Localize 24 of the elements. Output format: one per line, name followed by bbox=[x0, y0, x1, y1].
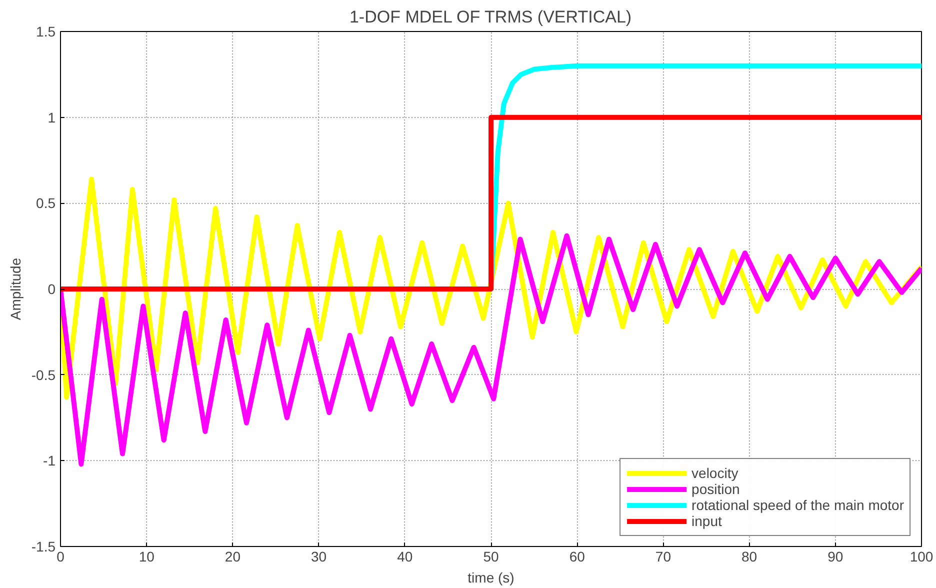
x-tick-label: 60 bbox=[569, 548, 586, 564]
x-tick-label: 10 bbox=[138, 548, 155, 564]
y-tick-label: 1.5 bbox=[36, 24, 56, 40]
legend-label: rotational speed of the main motor bbox=[692, 497, 904, 513]
x-axis-title: time (s) bbox=[468, 570, 514, 586]
legend-label: position bbox=[692, 481, 740, 497]
y-tick-label: -1.5 bbox=[31, 538, 56, 554]
x-tick-label: 90 bbox=[828, 548, 844, 564]
x-tick-label: 100 bbox=[910, 548, 934, 564]
chart-title: 1-DOF MDEL OF TRMS (VERTICAL) bbox=[349, 8, 632, 26]
legend-label: input bbox=[692, 513, 722, 529]
x-tick-label: 30 bbox=[311, 548, 327, 564]
y-tick-label: -1 bbox=[43, 452, 56, 469]
y-tick-label: -0.5 bbox=[31, 366, 56, 383]
x-tick-label: 50 bbox=[483, 548, 499, 564]
y-axis-title: Amplitude bbox=[7, 258, 24, 320]
x-tick-label: 20 bbox=[224, 548, 241, 564]
x-tick-label: 40 bbox=[397, 548, 413, 564]
y-tick-label: 0 bbox=[48, 281, 56, 297]
x-tick-label: 80 bbox=[742, 548, 758, 564]
x-tick-label: 70 bbox=[655, 548, 672, 564]
y-tick-label: 0.5 bbox=[36, 195, 56, 212]
legend-label: velocity bbox=[692, 465, 738, 481]
y-tick-label: 1 bbox=[48, 109, 56, 126]
